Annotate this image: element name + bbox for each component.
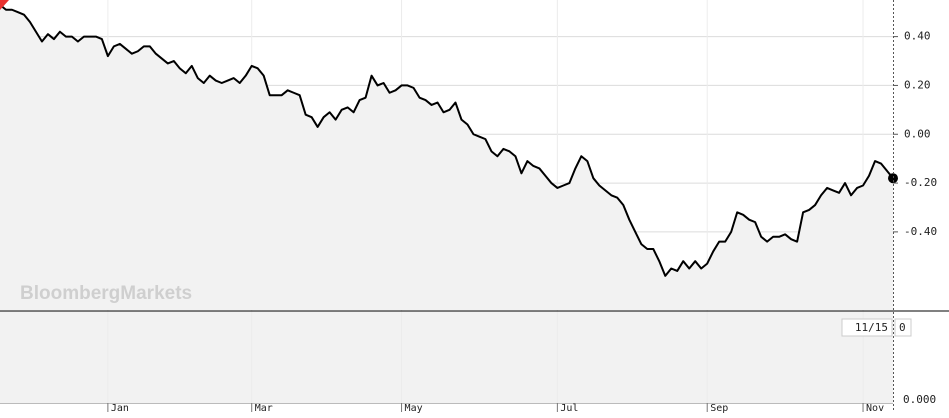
x-tick-label: May <box>405 403 423 414</box>
x-tick-label: Jul <box>560 403 578 414</box>
y-tick-label: -0.40 <box>904 225 937 238</box>
y-tick-label: 0.40 <box>904 30 931 43</box>
lower-panel-bg <box>0 311 893 403</box>
y-tick-label: 0.00 <box>904 127 931 140</box>
lower-value: 0 <box>899 321 906 334</box>
date-label: 11/15 <box>855 321 888 334</box>
y-tick-label: 0.20 <box>904 78 931 91</box>
lower-y-tick-label: 0.000 <box>903 393 936 406</box>
date-label-box <box>841 318 893 337</box>
y-tick-label: -0.20 <box>904 176 937 189</box>
watermark: BloombergMarkets <box>20 283 192 304</box>
plot <box>0 4 898 310</box>
start-marker <box>0 0 9 10</box>
line <box>0 4 894 277</box>
area <box>0 4 893 310</box>
x-tick-label: Nov <box>866 403 884 414</box>
x-tick-label: Jan <box>111 403 129 414</box>
value-label-box <box>894 318 912 337</box>
last-point <box>888 173 898 184</box>
x-tick-label: Mar <box>255 403 273 414</box>
x-tick-label: Sep <box>710 403 728 414</box>
